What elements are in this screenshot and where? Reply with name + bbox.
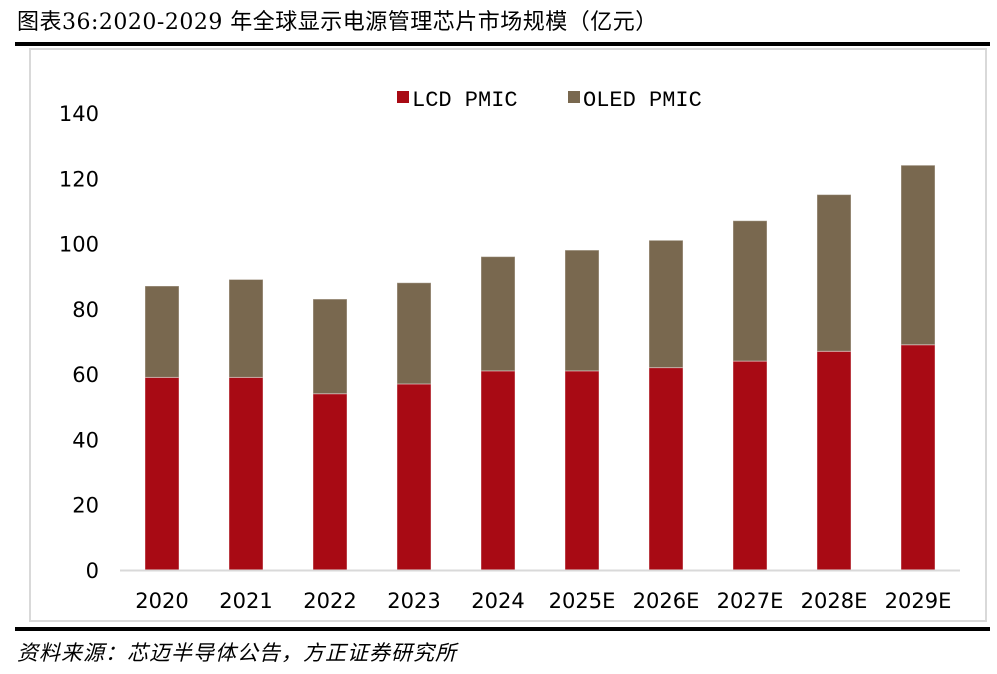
x-tick-label: 2029E bbox=[885, 589, 952, 613]
bar-oled-pmic-2021 bbox=[228, 278, 264, 378]
legend-label: LCD PMIC bbox=[412, 88, 518, 113]
bar-lcd-pmic-2020 bbox=[144, 376, 180, 571]
bar-lcd-pmic-2027E bbox=[732, 360, 768, 571]
bar-oled-pmic-2027E bbox=[732, 220, 768, 362]
x-tick-label: 2028E bbox=[801, 589, 868, 613]
y-tick-label: 100 bbox=[59, 233, 99, 257]
bar-oled-pmic-2025E bbox=[564, 249, 600, 372]
legend-label: OLED PMIC bbox=[583, 88, 702, 113]
legend-swatch bbox=[397, 91, 409, 103]
bar-oled-pmic-2020 bbox=[144, 285, 180, 378]
x-tick-label: 2023 bbox=[387, 589, 440, 613]
x-tick-label: 2026E bbox=[633, 589, 700, 613]
legend-swatch bbox=[568, 91, 580, 103]
y-tick-label: 120 bbox=[59, 167, 99, 191]
bar-lcd-pmic-2024 bbox=[480, 370, 516, 571]
bar-lcd-pmic-2029E bbox=[900, 344, 936, 571]
y-tick-label: 20 bbox=[72, 494, 99, 518]
bar-lcd-pmic-2022 bbox=[312, 393, 348, 571]
y-tick-label: 140 bbox=[59, 102, 99, 126]
bar-oled-pmic-2028E bbox=[816, 194, 852, 352]
bar-lcd-pmic-2028E bbox=[816, 350, 852, 571]
bar-oled-pmic-2022 bbox=[312, 298, 348, 395]
x-tick-label: 2021 bbox=[219, 589, 272, 613]
source-note: 资料来源：芯迈半导体公告，方正证券研究所 bbox=[17, 641, 457, 665]
bar-oled-pmic-2029E bbox=[900, 164, 936, 346]
bar-oled-pmic-2026E bbox=[648, 239, 684, 369]
y-tick-label: 40 bbox=[72, 428, 99, 452]
x-tick-label: 2024 bbox=[471, 589, 524, 613]
bar-lcd-pmic-2021 bbox=[228, 376, 264, 571]
bars bbox=[144, 164, 936, 571]
y-tick-label: 0 bbox=[86, 559, 99, 583]
y-tick-label: 80 bbox=[72, 298, 99, 322]
x-tick-label: 2020 bbox=[135, 589, 188, 613]
top-rule bbox=[15, 42, 990, 46]
bar-lcd-pmic-2025E bbox=[564, 370, 600, 571]
legend-item-lcd-pmic: LCD PMIC bbox=[397, 88, 518, 113]
bottom-rule bbox=[15, 627, 990, 631]
y-axis: 0 20 40 60 80 100 120 140 bbox=[59, 102, 99, 583]
legend-item-oled-pmic: OLED PMIC bbox=[568, 88, 702, 113]
bar-lcd-pmic-2023 bbox=[396, 383, 432, 571]
figure-title: 图表36:2020-2029 年全球显示电源管理芯片市场规模（亿元） bbox=[17, 10, 658, 35]
x-tick-label: 2025E bbox=[549, 589, 616, 613]
chart-frame bbox=[29, 48, 987, 622]
bar-lcd-pmic-2026E bbox=[648, 367, 684, 571]
x-tick-label: 2027E bbox=[717, 589, 784, 613]
bar-oled-pmic-2023 bbox=[396, 282, 432, 385]
bar-oled-pmic-2024 bbox=[480, 256, 516, 372]
x-tick-label: 2022 bbox=[303, 589, 356, 613]
legend: LCD PMIC OLED PMIC bbox=[397, 88, 702, 113]
x-axis: 2020 2021 2022 2023 2024 2025E 2026E 2027E 2028E… bbox=[135, 589, 951, 613]
y-tick-label: 60 bbox=[72, 363, 99, 387]
